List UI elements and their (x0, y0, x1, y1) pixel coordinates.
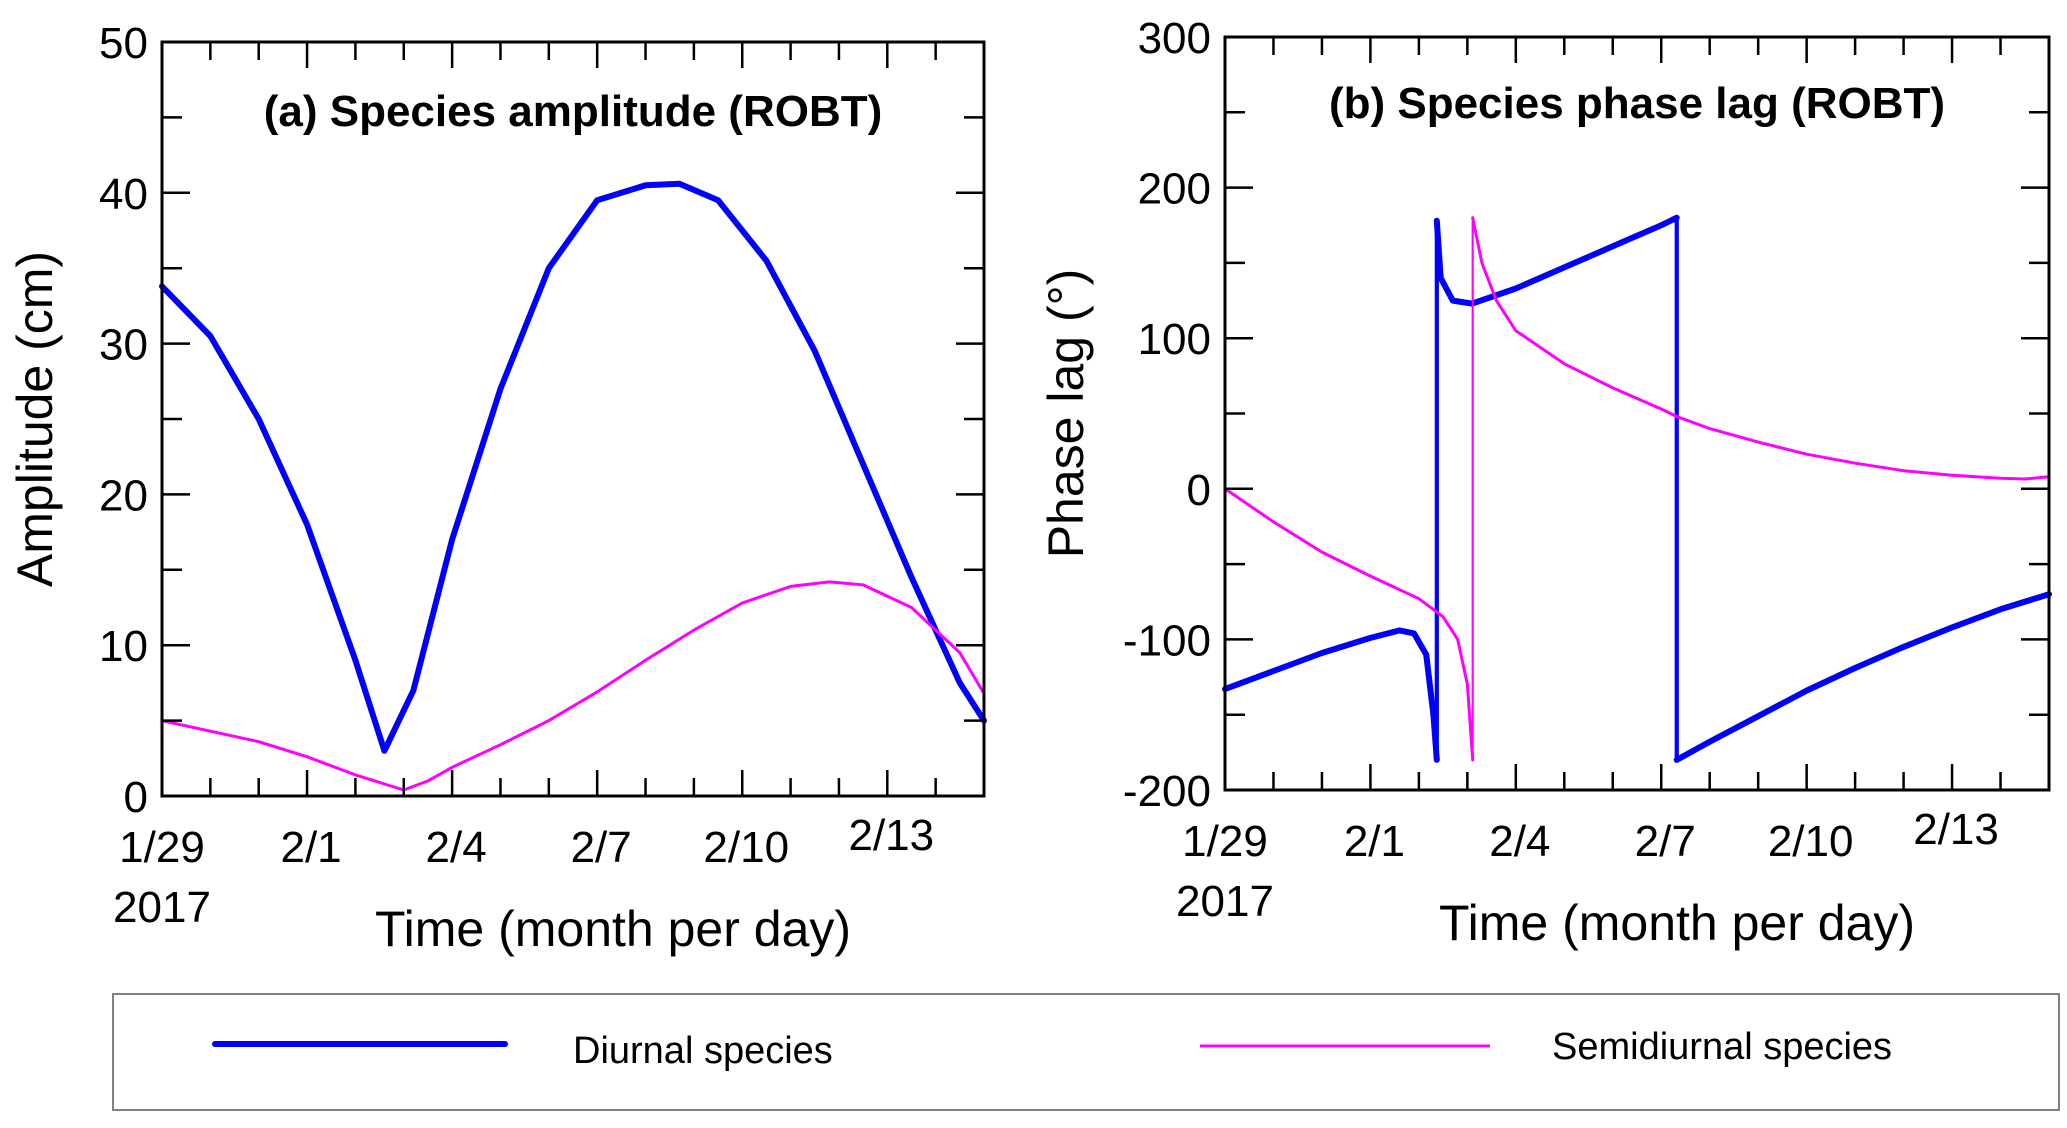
y-axis-title-amplitude: Amplitude (cm) (7, 251, 63, 587)
x-tick-label: 2/1 (1344, 817, 1405, 866)
axes-frame-phase-lag (1223, 35, 2051, 792)
x-tick-label: 2/7 (571, 823, 632, 872)
ticks-amplitude: 1/29 2/1 2/4 2/7 2/10 2/13 0 10 20 30 40 50 (99, 19, 984, 872)
x-year-label-phase-lag: 2017 (1176, 877, 1274, 926)
panel-phase-lag: 1/29 2/1 2/4 2/7 2/10 2/13-200-1000100200300 … (1038, 14, 2052, 951)
legend-box (112, 993, 2060, 1111)
ticks-phase-lag: 1/29 2/1 2/4 2/7 2/10 2/13 -200 -100 0 100 200 300 (1123, 14, 2049, 866)
x-tick-label: 2/13 (1913, 805, 1999, 854)
y-tick-label: 40 (99, 170, 148, 219)
y-tick-label: 20 (99, 471, 148, 520)
series-line-diurnal-species (159, 180, 987, 754)
y-tick-label: 30 (99, 321, 148, 370)
legend-label-diurnal: Diurnal species (573, 1030, 833, 1072)
x-axis-title-amplitude: Time (month per day) (375, 901, 851, 957)
x-tick-label: 2/10 (703, 823, 789, 872)
series-line-semidiurnal-species (1471, 216, 2051, 481)
y-axis-title-phase-lag: Phase lag (°) (1038, 269, 1094, 559)
y-tick-label: 0 (1187, 466, 1211, 515)
legend-label-semidiurnal: Semidiurnal species (1552, 1026, 1892, 1068)
y-tick-label: 300 (1138, 14, 1211, 63)
y-tick-label: 10 (99, 622, 148, 671)
panel-title-amplitude: (a) Species amplitude (ROBT) (264, 87, 883, 136)
y-tick-label: -100 (1123, 616, 1211, 665)
x-tick-label: 2/7 (1635, 817, 1696, 866)
series-line-diurnal-species (1222, 627, 1440, 763)
y-tick-label: 200 (1138, 165, 1211, 214)
series-line-diurnal-species (1673, 591, 2052, 763)
series-line-semidiurnal-species (160, 580, 986, 792)
x-axis-title-phase-lag: Time (month per day) (1439, 895, 1915, 951)
panel-title-phase-lag: (b) Species phase lag (ROBT) (1329, 79, 1945, 128)
x-tick-label: 1/29 (1182, 817, 1268, 866)
legend: Diurnal species Semidiurnal species (112, 993, 2060, 1111)
x-year-label-amplitude: 2017 (113, 883, 211, 932)
plot-area-phase-lag (1222, 214, 2052, 763)
x-tick-label: 1/29 (119, 823, 205, 872)
x-tick-label: 2/4 (426, 823, 487, 872)
axes-frame-amplitude (160, 40, 986, 798)
x-tick-label: 2/4 (1489, 817, 1550, 866)
y-tick-label: -200 (1123, 767, 1211, 816)
y-tick-label: 50 (99, 19, 148, 68)
x-tick-label: 2/13 (848, 811, 934, 860)
x-tick-label: 2/1 (280, 823, 341, 872)
x-tick-label: 2/10 (1768, 817, 1854, 866)
series-line-diurnal-species (1433, 214, 1680, 307)
plot-area-amplitude (159, 180, 987, 792)
panel-amplitude: 1/29 2/1 2/4 2/7 2/10 2/13 0 10 20 30 40 50 (a) Spe… (7, 19, 987, 957)
y-tick-label: 0 (124, 773, 148, 822)
y-tick-label: 100 (1138, 315, 1211, 364)
series-line-semidiurnal-species (1223, 487, 1475, 762)
